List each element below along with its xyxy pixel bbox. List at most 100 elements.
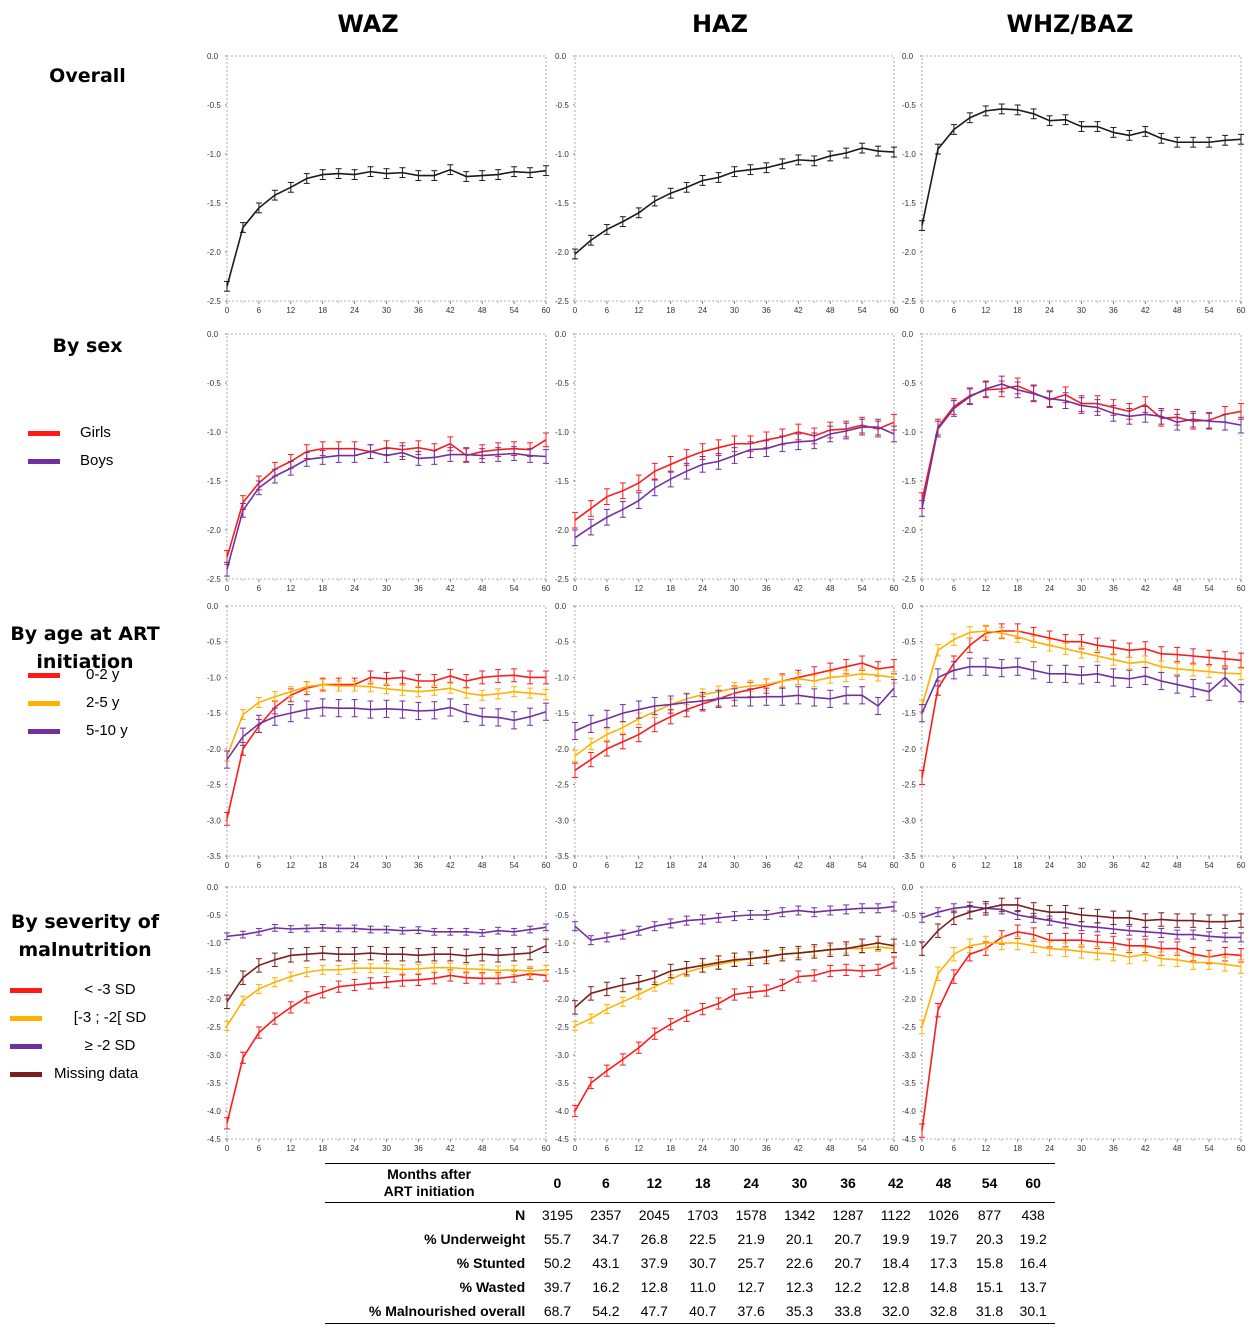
- error-bar: [859, 686, 866, 705]
- y-tick-label: -1.0: [555, 150, 569, 159]
- error-bar: [1030, 902, 1037, 917]
- table-cell: 22.6: [785, 1255, 814, 1271]
- error-bar: [367, 681, 374, 693]
- error-bar: [479, 448, 486, 463]
- x-tick-label: 48: [1173, 584, 1182, 593]
- table-cell: 30.7: [689, 1255, 717, 1271]
- error-bar: [1110, 668, 1117, 687]
- x-tick-label: 60: [542, 306, 551, 315]
- error-bar: [224, 561, 230, 577]
- error-bar: [1158, 671, 1165, 691]
- y-tick-label: -4.0: [207, 1107, 221, 1116]
- error-bar: [1174, 675, 1181, 694]
- table-row-label: % Stunted: [456, 1255, 526, 1271]
- error-bar: [287, 686, 294, 698]
- error-bar: [919, 704, 925, 723]
- error-bar: [1222, 957, 1229, 972]
- error-bar: [239, 727, 246, 746]
- table-cell: 2045: [638, 1207, 670, 1223]
- error-bar: [431, 701, 438, 720]
- x-tick-label: 30: [730, 584, 739, 593]
- error-bar: [998, 659, 1005, 678]
- x-tick-label: 42: [446, 861, 455, 870]
- error-bar: [811, 944, 818, 959]
- error-bar: [731, 688, 738, 707]
- error-bar: [1094, 945, 1101, 961]
- chart-overall-waz: 0.0 -0.5 -1.0 -1.5 -2.0 -2.5 0 6 12 18 24 30 36 42 48 5…: [207, 52, 551, 315]
- error-bar: [1062, 114, 1069, 126]
- error-bar: [875, 696, 882, 716]
- x-tick-label: 6: [257, 306, 262, 315]
- error-bar: [919, 1019, 925, 1035]
- table-cell: 12.8: [882, 1279, 910, 1295]
- error-bar: [287, 971, 294, 982]
- error-bar: [572, 248, 578, 260]
- x-tick-label: 36: [1109, 306, 1118, 315]
- x-tick-label: 60: [542, 1144, 551, 1153]
- y-tick-label: 0.0: [207, 52, 219, 61]
- y-tick-label: -3.5: [555, 852, 569, 861]
- error-bar: [966, 388, 973, 406]
- error-bar: [511, 927, 518, 936]
- table-cell: 13.7: [1019, 1279, 1047, 1295]
- error-bar: [415, 451, 422, 466]
- error-bar: [303, 991, 310, 1004]
- legend-label-age-0-2: 0-2 y: [86, 666, 120, 683]
- error-bar: [827, 942, 834, 957]
- error-bar: [479, 689, 486, 701]
- y-tick-label: -3.0: [902, 1051, 916, 1060]
- error-bar: [891, 146, 897, 158]
- table-header-cell: 42: [872, 1163, 920, 1203]
- error-bar: [1142, 406, 1149, 423]
- table-header-cell: 36: [823, 1163, 873, 1203]
- error-bar: [527, 687, 534, 699]
- table-cell: 1342: [783, 1207, 816, 1223]
- chart-sex-haz: 0.0 -0.5 -1.0 -1.5 -2.0 -2.5 0 6 12 18 24 30 36 42 48 5…: [555, 330, 899, 593]
- x-tick-label: 36: [1109, 1144, 1118, 1153]
- error-bar: [511, 946, 518, 962]
- error-bar: [587, 714, 594, 733]
- error-bar: [1142, 913, 1149, 928]
- error-bar: [367, 700, 374, 719]
- error-bar: [1062, 664, 1069, 683]
- error-bar: [966, 938, 973, 954]
- error-bar: [399, 964, 406, 975]
- x-tick-label: 18: [666, 1144, 675, 1153]
- error-bar: [367, 166, 374, 178]
- x-tick-label: 0: [225, 861, 230, 870]
- error-bar: [747, 688, 754, 707]
- error-bar: [1174, 913, 1181, 928]
- error-bar: [635, 1041, 642, 1054]
- x-tick-label: 54: [510, 861, 519, 870]
- error-bar: [603, 932, 610, 943]
- error-bar: [859, 418, 866, 436]
- error-bar: [619, 482, 626, 500]
- error-bar: [619, 977, 626, 993]
- error-bar: [827, 905, 834, 916]
- error-bar: [447, 962, 454, 973]
- error-bar: [287, 704, 294, 723]
- error-bar: [572, 511, 578, 529]
- error-bar: [667, 918, 674, 929]
- y-tick-label: 0.0: [207, 883, 219, 892]
- legend-swatch-age-5-10: [28, 729, 60, 734]
- error-bar: [651, 195, 658, 207]
- y-tick-label: -2.5: [207, 297, 221, 306]
- x-tick-label: 42: [446, 584, 455, 593]
- table-body: N 3195 2357 2045 1703 1578 1342 1287 1122 1026 877…: [325, 1203, 1055, 1324]
- error-bar: [731, 911, 738, 922]
- error-bar: [875, 418, 882, 436]
- error-bar: [479, 929, 486, 937]
- y-tick-label: -0.5: [555, 379, 569, 388]
- table-cell: 15.1: [975, 1279, 1004, 1295]
- error-bar: [303, 700, 310, 719]
- table-row: % Stunted 50.2 43.1 37.9 30.7 25.7 22.6 20.7 18.…: [325, 1251, 1055, 1275]
- error-bar: [271, 924, 278, 932]
- x-tick-label: 6: [257, 1144, 262, 1153]
- table-header-cell: 54: [967, 1163, 1012, 1203]
- y-tick-label: -4.5: [207, 1135, 221, 1144]
- chart-overall-haz: 0.0 -0.5 -1.0 -1.5 -2.0 -2.5 0 6 12 18 24 30 36 42 48 5…: [555, 52, 899, 315]
- error-bar: [1046, 664, 1053, 683]
- error-bar: [543, 964, 549, 975]
- x-tick-label: 48: [478, 861, 487, 870]
